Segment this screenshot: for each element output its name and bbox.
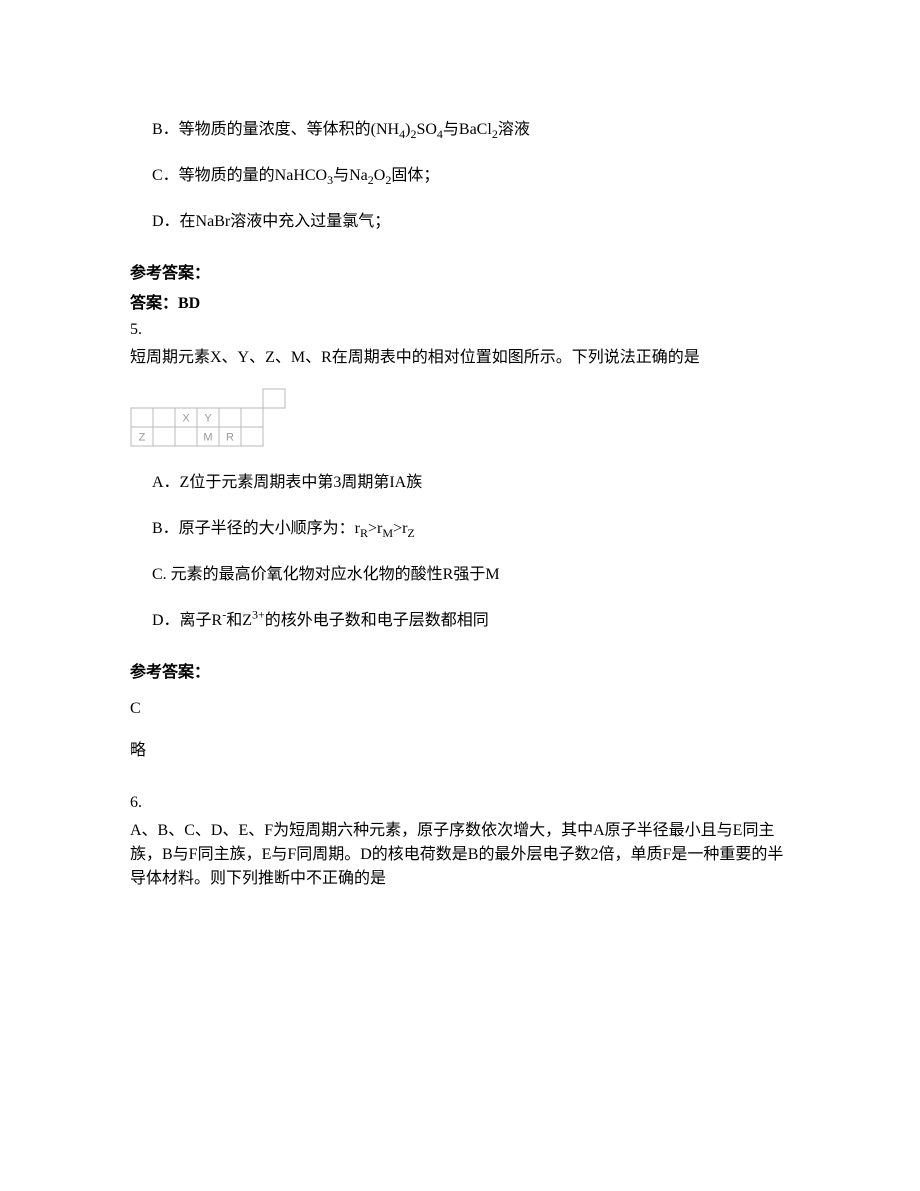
q4-option-d-text: D．在NaBr溶液中充入过量氯气；	[152, 213, 390, 230]
q4-option-c-text: C．等物质的量的NaHCO3与Na2O2固体；	[152, 167, 439, 184]
q6-number: 6.	[130, 791, 790, 815]
q4-answer: 答案：BD	[130, 292, 790, 316]
q5-option-d: D．离子R-和Z3+的核外电子数和电子层数都相同	[152, 609, 790, 633]
q4-ref-answer-label: 参考答案：	[130, 262, 790, 286]
q5-option-a-text: A．Z位于元素周期表中第3周期第IA族	[152, 474, 422, 491]
q5-option-c-text: C. 元素的最高价氧化物对应水化物的酸性R强于M	[152, 566, 500, 583]
q4-option-b-text: B．等物质的量浓度、等体积的(NH4)2SO4与BaCl2溶液	[152, 121, 530, 138]
q5-option-d-text: D．离子R-和Z3+的核外电子数和电子层数都相同	[152, 612, 489, 629]
q6-stem: A、B、C、D、E、F为短周期六种元素，原子序数依次增大，其中A原子半径最小且与…	[130, 819, 790, 891]
q5-number: 5.	[130, 318, 790, 342]
svg-text:R: R	[226, 432, 234, 444]
q5-option-b-text: B．原子半径的大小顺序为：rR>rM>rZ	[152, 520, 415, 537]
q5-ref-answer-label: 参考答案：	[130, 661, 790, 685]
q4-option-c: C．等物质的量的NaHCO3与Na2O2固体；	[152, 164, 790, 188]
q5-option-b: B．原子半径的大小顺序为：rR>rM>rZ	[152, 517, 790, 541]
q5-brief: 略	[130, 739, 790, 763]
q5-option-c: C. 元素的最高价氧化物对应水化物的酸性R强于M	[152, 563, 790, 587]
q5-option-a: A．Z位于元素周期表中第3周期第IA族	[152, 471, 790, 495]
svg-text:X: X	[182, 413, 190, 425]
q5-answer: C	[130, 697, 790, 721]
q5-periodic-table-fragment: X Y Z M R	[130, 388, 790, 447]
q5-stem: 短周期元素X、Y、Z、M、R在周期表中的相对位置如图所示。下列说法正确的是	[130, 346, 790, 370]
q4-option-b: B．等物质的量浓度、等体积的(NH4)2SO4与BaCl2溶液	[152, 118, 790, 142]
svg-text:Y: Y	[204, 413, 212, 425]
svg-text:M: M	[203, 432, 212, 444]
svg-text:Z: Z	[139, 432, 146, 444]
q4-option-d: D．在NaBr溶液中充入过量氯气；	[152, 210, 790, 234]
